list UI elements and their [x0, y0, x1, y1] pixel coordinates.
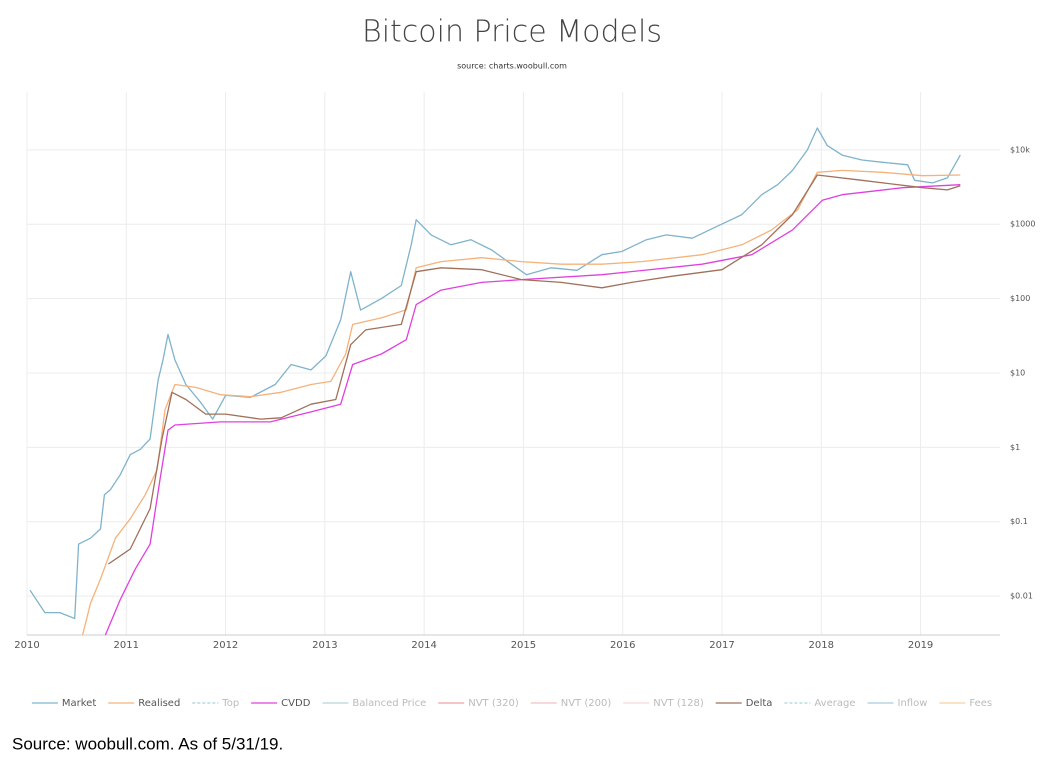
legend-item: Top — [192, 698, 239, 709]
y-tick-label: $10k — [1010, 145, 1030, 154]
x-tick-label: 2017 — [709, 640, 734, 651]
legend-label: NVT (320) — [468, 698, 519, 709]
legend-item: NVT (128) — [623, 698, 704, 709]
legend-item: Average — [784, 698, 855, 709]
y-tick-label: $10 — [1010, 368, 1025, 377]
legend-label: Inflow — [897, 698, 927, 709]
legend-item: Inflow — [867, 698, 927, 709]
footnote: Source: woobull.com. As of 5/31/19. — [12, 734, 283, 753]
legend-label: Realised — [138, 698, 180, 709]
legend-label: Market — [62, 698, 96, 709]
x-tick-label: 2012 — [213, 640, 238, 651]
legend-label: Balanced Price — [352, 698, 426, 709]
legend-item: Fees — [939, 698, 992, 709]
x-tick-label: 2018 — [809, 640, 834, 651]
legend-label: NVT (200) — [561, 698, 612, 709]
y-tick-label: $100 — [1010, 294, 1030, 303]
y-tick-label: $0.1 — [1010, 517, 1028, 526]
legend: Market Realised Top CVDD Balanced Price NVT (… — [31, 698, 992, 709]
legend-item: Balanced Price — [322, 698, 426, 709]
y-tick-label: $0.01 — [1010, 592, 1033, 601]
legend-label: CVDD — [281, 698, 311, 709]
x-tick-label: 2019 — [908, 640, 933, 651]
legend-label: Fees — [969, 698, 992, 709]
series-line — [108, 174, 961, 565]
x-tick-label: 2015 — [511, 640, 536, 651]
y-tick-label: $1 — [1010, 443, 1020, 452]
legend-item: Delta — [715, 698, 773, 709]
series-line — [104, 184, 961, 636]
chart-title: Bitcoin Price Models — [362, 15, 662, 50]
chart-subtitle: source: charts.woobull.com — [457, 62, 567, 71]
y-tick-label: $1000 — [1010, 220, 1035, 229]
legend-label: Average — [814, 698, 855, 709]
legend-label: NVT (128) — [653, 698, 704, 709]
x-tick-label: 2011 — [114, 640, 139, 651]
x-tick-label: 2016 — [610, 640, 635, 651]
x-tick-label: 2014 — [411, 640, 436, 651]
legend-label: Top — [221, 698, 239, 709]
x-tick-label: 2010 — [14, 640, 39, 651]
series-line — [81, 169, 961, 636]
legend-item: NVT (320) — [438, 698, 519, 709]
legend-item: Market — [31, 698, 96, 709]
legend-item: NVT (200) — [530, 698, 612, 709]
legend-item: Realised — [108, 698, 180, 709]
legend-label: Delta — [746, 698, 773, 709]
legend-item: CVDD — [251, 698, 311, 709]
series-line — [29, 127, 961, 620]
x-tick-label: 2013 — [312, 640, 337, 651]
